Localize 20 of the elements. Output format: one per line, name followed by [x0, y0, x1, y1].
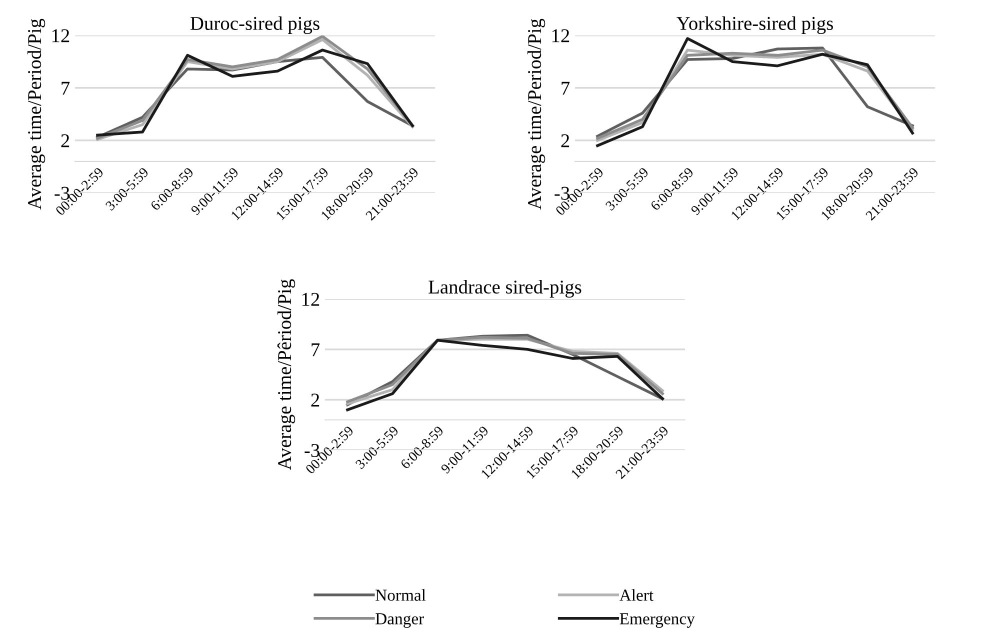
y-axis-title: Average time/Period/Pig — [27, 18, 46, 210]
y-tick-label: 12 — [52, 29, 70, 42]
legend-label: Danger — [376, 613, 424, 628]
legend-label: Emergency — [620, 613, 695, 628]
legend-label: Normal — [376, 589, 426, 601]
y-tick-label: 2 — [561, 134, 570, 148]
y-tick-label: 2 — [61, 134, 70, 148]
y-tick-label: 7 — [62, 82, 70, 95]
y-axis-title: Average time/Pêriod/Pig — [277, 279, 296, 470]
chart-title: Yorkshire-sired pigs — [676, 16, 833, 34]
legend-label: Alert — [619, 589, 654, 601]
y-tick-label: 12 — [302, 292, 320, 306]
line-series — [596, 37, 914, 148]
chart-title: Duroc-sired pigs — [190, 16, 320, 34]
y-tick-label: 7 — [312, 343, 320, 356]
y-tick-label: 2 — [311, 394, 320, 406]
y-tick-label: 7 — [562, 82, 570, 95]
chart-title: Landrace sired-pigs — [428, 280, 582, 298]
y-axis-title: Average time/Period/Pig — [527, 18, 546, 210]
y-tick-label: 12 — [552, 29, 570, 42]
